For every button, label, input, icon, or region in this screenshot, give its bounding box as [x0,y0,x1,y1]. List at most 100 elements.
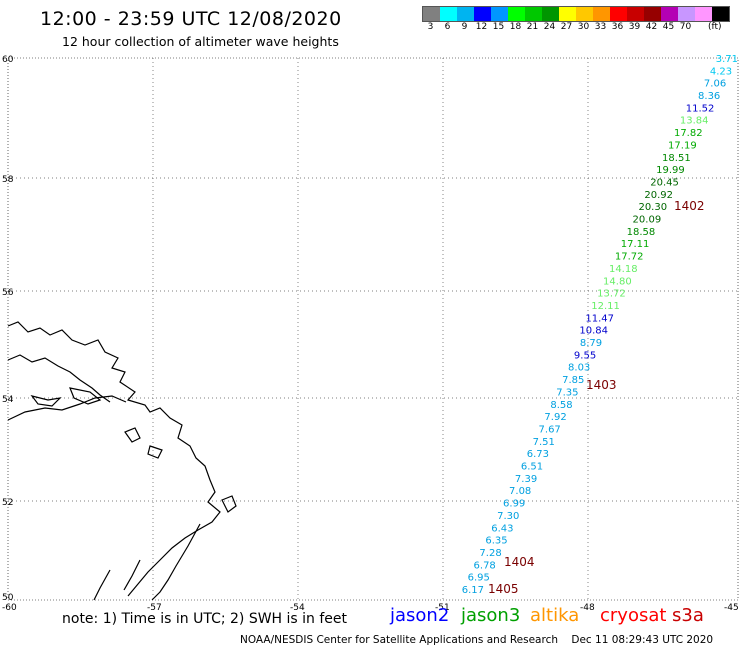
legend-swatch [695,7,712,21]
legend-label: 9 [461,22,468,32]
lat-label: 52 [2,498,13,508]
legend-label: 39 [628,22,641,32]
legend-swatch [542,7,559,21]
wave-height-value: 6.95 [468,573,490,584]
legend-label: 12 [475,22,488,32]
wave-height-value: 11.47 [585,313,614,324]
lon-labels: -60 -57 -54 -51 -48 -45 [2,603,739,613]
lon-label: -48 [580,603,595,613]
wave-height-value: 9.55 [574,350,596,361]
footer-source: NOAA/NESDIS Center for Satellite Applica… [240,634,558,646]
wave-height-value: 14.18 [609,264,638,275]
wave-height-value: 6.35 [485,536,507,547]
coastline [7,321,237,601]
legend-label: 42 [645,22,658,32]
lon-label: -57 [147,603,162,613]
legend-swatch [474,7,491,21]
wave-height-value: 7.08 [509,486,531,497]
wave-height-value: 7.06 [704,79,726,90]
wave-height-value: 8.36 [698,91,720,102]
map-title: 12:00 - 23:59 UTC 12/08/2020 [40,8,342,30]
color-legend [422,6,730,22]
legend-label: 6 [444,22,451,32]
legend-label: 45 [662,22,675,32]
wave-height-value: 6.99 [503,499,525,510]
legend-swatch [627,7,644,21]
wave-height-value: 7.92 [544,412,566,423]
wave-height-value: 7.85 [562,375,584,386]
wave-height-value: 13.72 [597,289,626,300]
wave-height-value: 7.28 [479,548,501,559]
pass-label: 1404 [504,555,535,569]
wave-height-value: 20.30 [638,202,667,213]
legend-swatch [661,7,678,21]
wave-height-value: 6.78 [474,560,496,571]
footer-timestamp: Dec 11 08:29:43 UTC 2020 [571,634,714,646]
legend-swatch [678,7,695,21]
satellite-s3a: s3a [672,605,704,626]
gridlines [8,58,738,600]
legend-unit: (ft) [708,22,722,32]
legend-swatch [491,7,508,21]
wave-height-value: 20.09 [633,215,662,226]
note-text: note: 1) Time is in UTC; 2) SWH is in fe… [62,611,348,627]
pass-label: 1403 [586,378,617,392]
legend-swatch [423,7,440,21]
wave-height-value: 6.17 [462,585,484,596]
wave-height-value: 18.58 [627,227,656,238]
wave-height-value: 7.67 [539,425,561,436]
legend-label: 70 [679,22,692,32]
wave-height-value: 6.43 [491,523,513,534]
legend-label: 24 [543,22,556,32]
legend-swatch [644,7,661,21]
wave-height-value: 10.84 [579,326,608,337]
wave-height-value: 8.79 [580,338,602,349]
wave-height-value: 11.52 [686,103,715,114]
wave-height-value: 14.80 [603,276,632,287]
legend-label: 27 [560,22,573,32]
pass-label: 1402 [674,199,705,213]
legend-label: 36 [611,22,624,32]
wave-height-value: 7.39 [515,474,537,485]
legend-swatch [610,7,627,21]
lat-label: 60 [2,55,14,65]
lat-label: 50 [2,593,14,603]
lon-label: -54 [290,603,305,613]
wave-height-value: 17.11 [621,239,650,250]
legend-swatch [712,7,729,21]
legend-label: 3 [427,22,434,32]
satellite-altika: altika [530,605,580,626]
legend-label: 18 [509,22,522,32]
wave-height-value: 19.99 [656,165,685,176]
legend-swatch [576,7,593,21]
legend-label: 15 [492,22,505,32]
wave-height-value: 18.51 [662,153,691,164]
map-subtitle: 12 hour collection of altimeter wave hei… [62,34,339,49]
map-frame [7,57,739,601]
wave-height-value: 13.84 [680,116,709,127]
wave-height-value: 6.51 [521,462,543,473]
wave-height-value: 7.35 [556,387,578,398]
legend-labels: 3 6 9 12 15 18 21 24 27 30 33 36 39 42 45 70 [422,22,694,32]
legend-swatch [559,7,576,21]
wave-height-value: 7.30 [497,511,519,522]
wave-height-value: 7.51 [533,437,555,448]
wave-height-value: 17.72 [615,252,644,263]
wave-height-value: 17.19 [668,140,697,151]
legend-swatch [508,7,525,21]
lon-label: -45 [724,603,739,613]
legend-swatch [457,7,474,21]
satellite-cryosat: cryosat [600,605,667,626]
wave-height-value: 4.23 [710,66,732,77]
wave-height-value: 12.11 [591,301,620,312]
lat-label: 58 [2,175,14,185]
legend-swatch [440,7,457,21]
pass-labels: 1402 1403 1404 1405 [488,199,705,596]
wave-height-value: 17.82 [674,128,703,139]
lat-labels: 60 58 56 54 52 50 [2,55,14,603]
satellite-jason2: jason2 [390,605,450,626]
wave-height-value: 3.71 [716,54,738,65]
wave-height-value: 20.45 [650,178,679,189]
